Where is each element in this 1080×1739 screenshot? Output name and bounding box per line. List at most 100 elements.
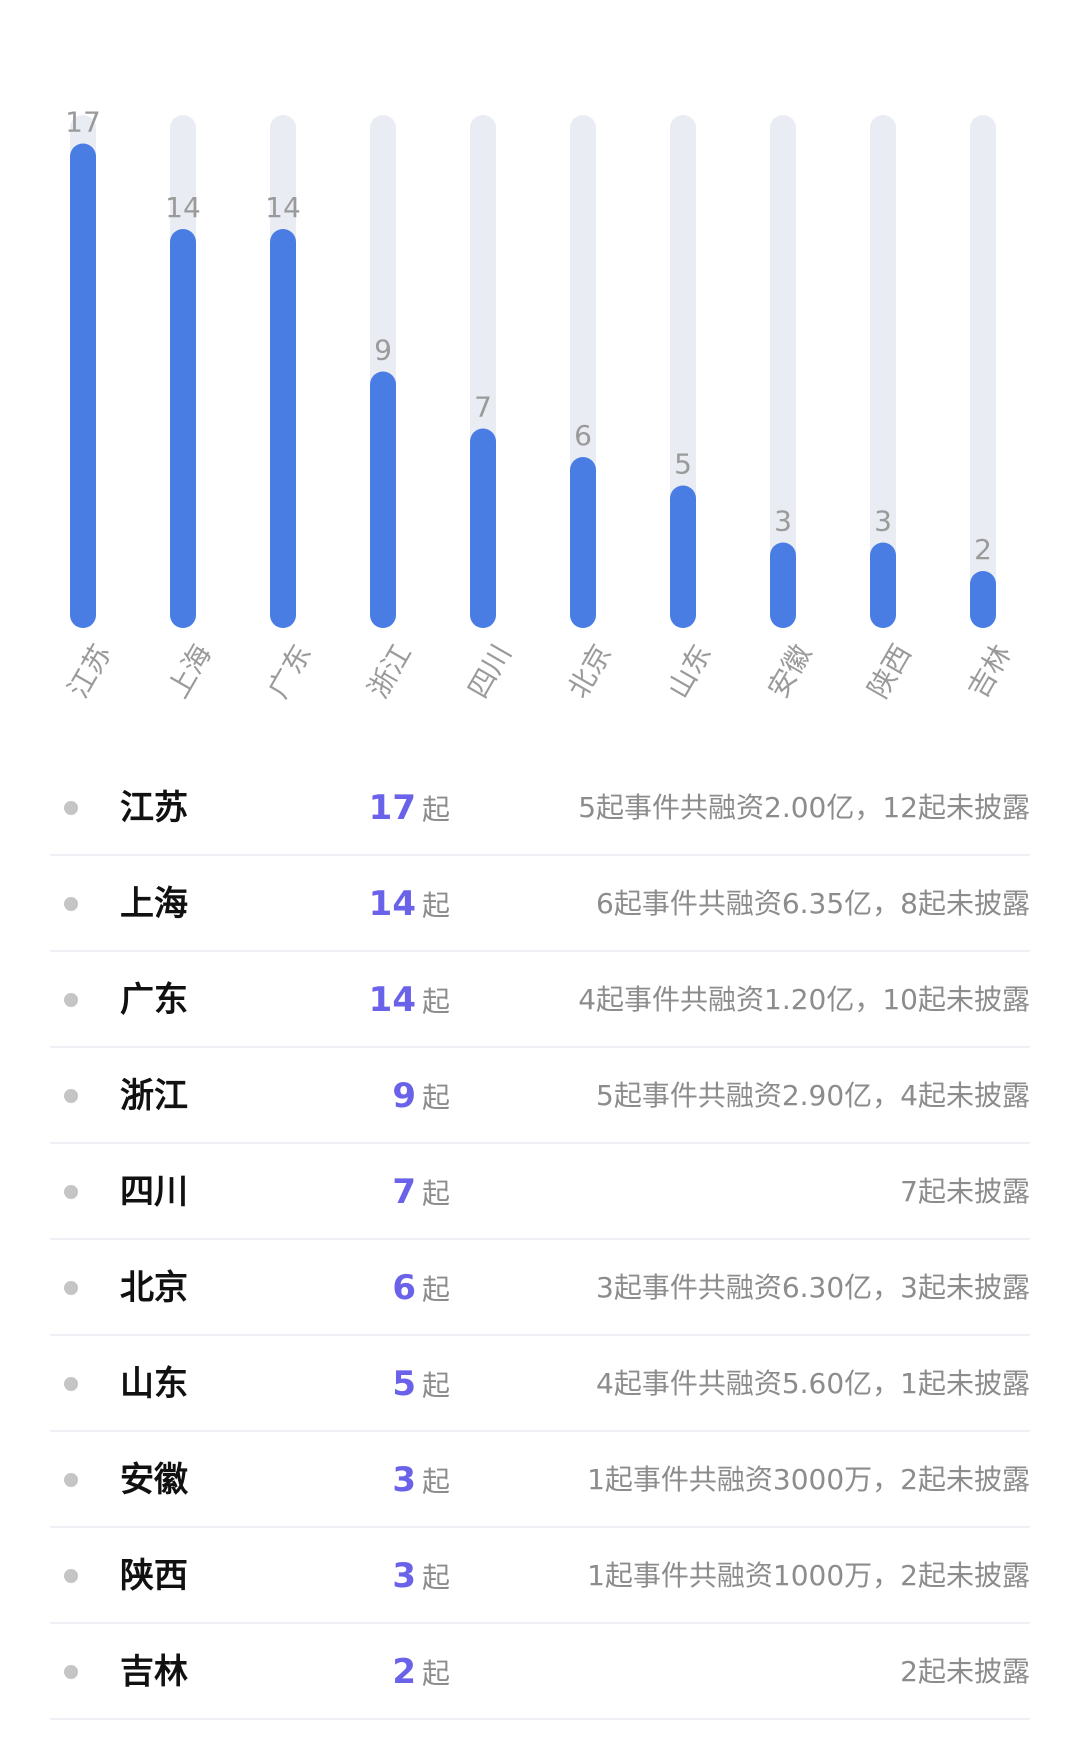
- event-count-number: 7: [392, 1172, 416, 1212]
- event-count: 14 起: [290, 880, 450, 934]
- financing-summary: 1起事件共融资3000万，2起未披露: [587, 1463, 1030, 1496]
- province-name: 安徽: [120, 1460, 188, 1500]
- bar-value-label: 2: [974, 533, 992, 566]
- bullet-dot: [64, 1377, 78, 1391]
- bullet-dot: [64, 993, 78, 1007]
- financing-summary: 4起事件共融资5.60亿，1起未披露: [596, 1367, 1030, 1400]
- bar-track: [870, 115, 896, 628]
- financing-summary: 2起未披露: [900, 1655, 1030, 1688]
- event-count-number: 14: [368, 980, 416, 1020]
- province-name: 山东: [120, 1364, 188, 1404]
- bar: [870, 542, 896, 628]
- event-count-number: 6: [392, 1268, 416, 1308]
- province-name: 广东: [120, 980, 188, 1020]
- financing-summary: 7起未披露: [900, 1175, 1030, 1208]
- bullet-dot: [64, 897, 78, 911]
- province-name: 江苏: [120, 788, 188, 828]
- province-name: 浙江: [120, 1076, 188, 1116]
- list-item[interactable]: 上海 14 起 6起事件共融资6.35亿，8起未披露: [50, 856, 1030, 952]
- bullet-dot: [64, 1089, 78, 1103]
- x-tick-label: 安徽: [761, 639, 818, 704]
- bar: [770, 542, 796, 628]
- bar: [170, 229, 196, 628]
- financing-summary: 5起事件共融资2.90亿，4起未披露: [596, 1079, 1030, 1112]
- bar-value-label: 7: [474, 391, 492, 424]
- province-name: 陕西: [120, 1556, 188, 1596]
- x-tick-label: 广东: [261, 639, 318, 704]
- bullet-dot: [64, 1473, 78, 1487]
- province-name: 吉林: [120, 1652, 188, 1692]
- financing-summary: 1起事件共融资1000万，2起未披露: [587, 1559, 1030, 1592]
- province-name: 四川: [120, 1172, 188, 1212]
- event-count-number: 5: [392, 1364, 416, 1404]
- bar-value-label: 17: [65, 106, 101, 139]
- bar-value-label: 5: [674, 448, 692, 481]
- bar: [270, 229, 296, 628]
- x-tick-label: 四川: [461, 639, 518, 704]
- province-list: 江苏 17 起 5起事件共融资2.00亿，12起未披露 上海 14 起 6起事件共融…: [50, 760, 1030, 1720]
- bar: [470, 428, 496, 628]
- bullet-dot: [64, 1665, 78, 1679]
- x-tick-label: 吉林: [961, 639, 1018, 704]
- event-count-unit: 起: [421, 1465, 450, 1498]
- event-count-unit: 起: [421, 1561, 450, 1594]
- x-tick-label: 江苏: [61, 639, 118, 704]
- financing-summary: 3起事件共融资6.30亿，3起未披露: [596, 1271, 1030, 1304]
- bullet-dot: [64, 801, 78, 815]
- x-tick-label: 陕西: [861, 639, 918, 704]
- x-tick-label: 上海: [161, 639, 218, 704]
- bar-value-label: 14: [265, 191, 301, 224]
- bar-value-label: 14: [165, 191, 201, 224]
- x-tick-label: 山东: [661, 639, 718, 704]
- event-count-unit: 起: [421, 1273, 450, 1306]
- event-count-number: 14: [368, 884, 416, 924]
- event-count-unit: 起: [421, 1177, 450, 1210]
- event-count: 14 起: [290, 976, 450, 1030]
- province-name: 北京: [120, 1268, 188, 1308]
- event-count-number: 3: [392, 1460, 416, 1500]
- financing-summary: 5起事件共融资2.00亿，12起未披露: [578, 791, 1030, 824]
- bar: [970, 571, 996, 628]
- bar-track: [970, 115, 996, 628]
- bar: [670, 485, 696, 628]
- list-item[interactable]: 广东 14 起 4起事件共融资1.20亿，10起未披露: [50, 952, 1030, 1048]
- event-count-unit: 起: [421, 1369, 450, 1402]
- financing-summary: 6起事件共融资6.35亿，8起未披露: [596, 887, 1030, 920]
- x-tick-label: 浙江: [361, 639, 418, 704]
- event-count-number: 2: [392, 1652, 416, 1692]
- bar-value-label: 9: [374, 334, 392, 367]
- event-count-unit: 起: [421, 985, 450, 1018]
- bar-track: [770, 115, 796, 628]
- event-count-unit: 起: [421, 889, 450, 922]
- province-name: 上海: [120, 884, 188, 924]
- bar-value-label: 3: [874, 505, 892, 538]
- province-bar-chart: 17 江苏 14 上海 14 广东 9 浙江 7 四川 6 北京 5 山东 3 安徽 3 陕西 2 吉林: [61, 106, 1018, 704]
- event-count-unit: 起: [421, 793, 450, 826]
- event-count-number: 3: [392, 1556, 416, 1596]
- x-tick-label: 北京: [561, 639, 618, 704]
- event-count-unit: 起: [421, 1657, 450, 1690]
- bullet-dot: [64, 1569, 78, 1583]
- bar-value-label: 6: [574, 419, 592, 452]
- list-item[interactable]: 江苏 17 起 5起事件共融资2.00亿，12起未披露: [50, 760, 1030, 856]
- bar-value-label: 3: [774, 505, 792, 538]
- bar: [70, 143, 96, 628]
- bar: [570, 457, 596, 628]
- bar: [370, 371, 396, 628]
- event-count-unit: 起: [421, 1081, 450, 1114]
- financing-summary: 4起事件共融资1.20亿，10起未披露: [578, 983, 1030, 1016]
- bullet-dot: [64, 1185, 78, 1199]
